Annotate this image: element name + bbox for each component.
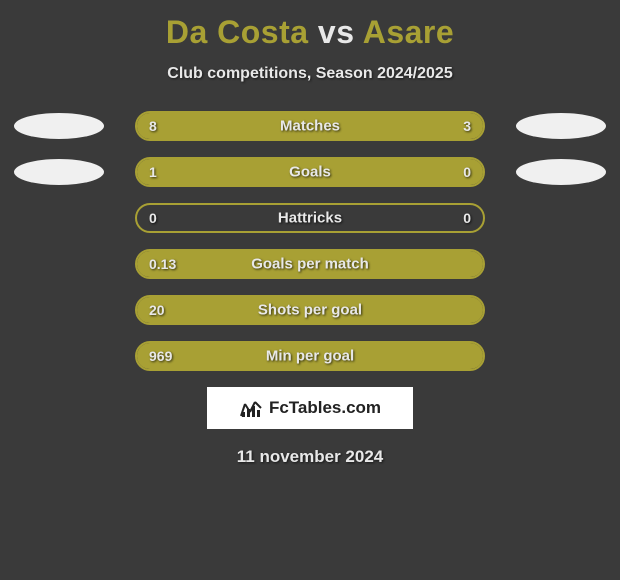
stat-bar-right-fill xyxy=(379,113,483,139)
stat-bar-left-fill xyxy=(137,159,397,185)
player1-name: Da Costa xyxy=(166,14,309,50)
vs-text: vs xyxy=(318,14,355,50)
stat-value-right: 0 xyxy=(463,210,471,226)
stat-row: 20Shots per goal xyxy=(0,295,620,325)
stat-value-left: 0 xyxy=(149,210,157,226)
stat-row: 10Goals xyxy=(0,157,620,187)
stat-row: 0 0Hattricks xyxy=(0,203,620,233)
stat-bar-track: 969Min per goal xyxy=(135,341,485,371)
stat-bar-track: 0.13Goals per match xyxy=(135,249,485,279)
player1-ellipse-icon xyxy=(14,113,104,139)
stat-bar-left-fill xyxy=(137,297,483,323)
comparison-title: Da Costa vs Asare xyxy=(0,0,620,51)
stat-bar-track: 83Matches xyxy=(135,111,485,141)
logo-text: FcTables.com xyxy=(269,398,381,418)
stat-bar-left-fill xyxy=(137,343,483,369)
stat-bar-track: 10Goals xyxy=(135,157,485,187)
player1-ellipse-icon xyxy=(14,159,104,185)
stat-row: 83Matches xyxy=(0,111,620,141)
fctables-logo-icon xyxy=(239,398,263,418)
stat-bar-left-fill xyxy=(137,113,379,139)
stat-row: 969Min per goal xyxy=(0,341,620,371)
logo-box: FcTables.com xyxy=(207,387,413,429)
player2-ellipse-icon xyxy=(516,113,606,139)
stat-bar-right-fill xyxy=(397,159,484,185)
player2-ellipse-icon xyxy=(516,159,606,185)
stat-bar-track: 20Shots per goal xyxy=(135,295,485,325)
stat-label: Hattricks xyxy=(137,210,483,227)
stat-bar-track: 0 0Hattricks xyxy=(135,203,485,233)
subtitle: Club competitions, Season 2024/2025 xyxy=(0,65,620,83)
stat-row: 0.13Goals per match xyxy=(0,249,620,279)
stats-container: 83Matches 10Goals 0 0Hattricks 0.13Goals per… xyxy=(0,111,620,371)
snapshot-date: 11 november 2024 xyxy=(0,447,620,467)
stat-bar-left-fill xyxy=(137,251,483,277)
player2-name: Asare xyxy=(363,14,454,50)
